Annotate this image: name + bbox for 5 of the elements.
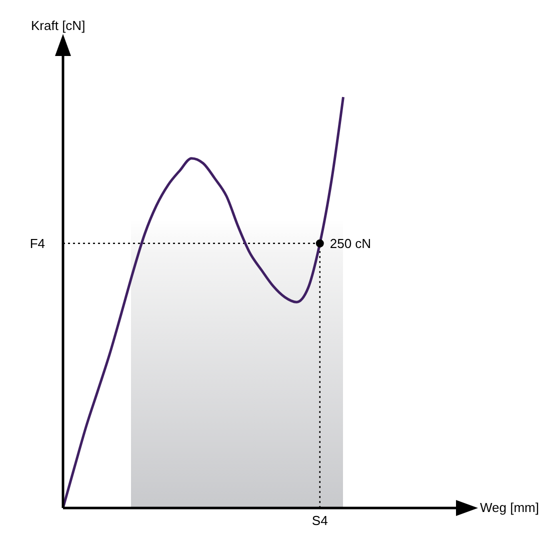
x-axis-title: Weg [mm] [480, 500, 539, 515]
y-axis-title: Kraft [cN] [31, 18, 86, 33]
annotation: 250 cN [330, 236, 372, 251]
ref-line-label: F4 [30, 236, 45, 251]
text: S4 [312, 513, 328, 528]
